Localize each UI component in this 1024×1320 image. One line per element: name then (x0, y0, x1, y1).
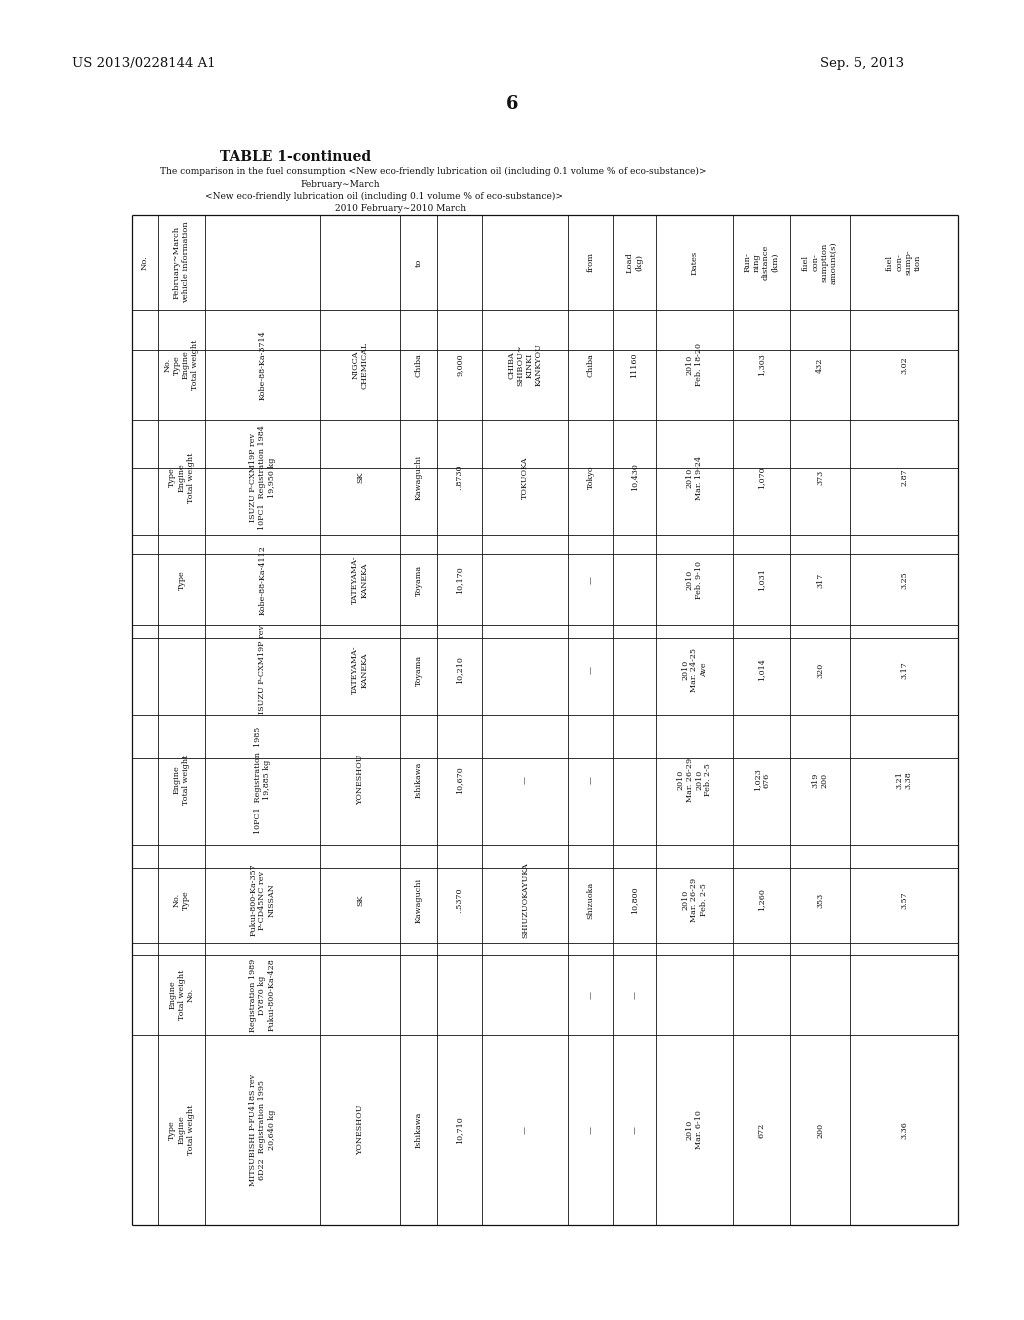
Text: 2010
Feb. 9-10: 2010 Feb. 9-10 (686, 561, 703, 599)
Text: Kobe-88-Ka-3714: Kobe-88-Ka-3714 (258, 330, 266, 400)
Text: 10PC1  Registration  1985
19,885 kg: 10PC1 Registration 1985 19,885 kg (254, 726, 271, 834)
Text: Ishikawa: Ishikawa (415, 1111, 423, 1148)
Text: Load
(kg): Load (kg) (626, 252, 643, 273)
Text: 10,210: 10,210 (456, 656, 464, 684)
Text: 10,670: 10,670 (456, 766, 464, 793)
Text: Kawaguchi: Kawaguchi (415, 878, 423, 923)
Text: Chiba: Chiba (415, 352, 423, 378)
Text: No.
Type
Engine
Total weight: No. Type Engine Total weight (164, 339, 200, 391)
Text: 432: 432 (816, 358, 824, 372)
Text: Ishikawa: Ishikawa (415, 762, 423, 799)
Text: 10,800: 10,800 (631, 886, 639, 913)
Text: ‥5370: ‥5370 (456, 887, 464, 912)
Text: 2.87: 2.87 (900, 469, 908, 486)
Text: 11160: 11160 (631, 352, 639, 378)
Text: Sep. 5, 2013: Sep. 5, 2013 (820, 57, 904, 70)
Text: 10,430: 10,430 (631, 463, 639, 491)
Text: —: — (587, 776, 595, 784)
Text: ISUZU P-CXM19P rev: ISUZU P-CXM19P rev (258, 626, 266, 714)
Text: Engine
Total weight: Engine Total weight (173, 755, 190, 805)
Text: 319
200: 319 200 (811, 772, 828, 788)
Text: TATEYAMA-
KANEKA: TATEYAMA- KANEKA (351, 645, 369, 694)
Text: 2010
Mar. 26-29
Feb. 2-5: 2010 Mar. 26-29 Feb. 2-5 (681, 878, 708, 923)
Text: The comparison in the fuel consumption <New eco-friendly lubrication oil (includ: The comparison in the fuel consumption <… (160, 168, 707, 176)
Text: 2010
Feb. 18-20: 2010 Feb. 18-20 (686, 343, 703, 387)
Text: SHIUZUOKAYUKA: SHIUZUOKAYUKA (521, 862, 529, 939)
Text: 10,170: 10,170 (456, 566, 464, 594)
Text: —: — (587, 1126, 595, 1134)
Text: 1,031: 1,031 (758, 569, 766, 591)
Text: Engine
Total weight
No.: Engine Total weight No. (168, 970, 195, 1020)
Text: fuel
con-
sumption
amount(s): fuel con- sumption amount(s) (802, 242, 838, 284)
Text: 1,014: 1,014 (758, 659, 766, 681)
Text: 1,303: 1,303 (758, 354, 766, 376)
Text: Tokyo: Tokyo (587, 466, 595, 490)
Text: 9,000: 9,000 (456, 354, 464, 376)
Text: 3.25: 3.25 (900, 572, 908, 589)
Text: 2010 February∼2010 March: 2010 February∼2010 March (335, 205, 466, 213)
Text: US 2013/0228144 A1: US 2013/0228144 A1 (72, 57, 216, 70)
Text: 3.36: 3.36 (900, 1121, 908, 1139)
Text: —: — (521, 1126, 529, 1134)
Text: SK: SK (356, 894, 364, 906)
Text: 353: 353 (816, 892, 824, 908)
Text: Run-
ning
distance
(km): Run- ning distance (km) (743, 244, 779, 280)
Text: Dates: Dates (690, 251, 698, 275)
Text: SK: SK (356, 471, 364, 483)
Text: 2010
Mar. 6-10: 2010 Mar. 6-10 (686, 1110, 703, 1150)
Text: Registration 1989
DY870 kg
Fukui-800-Ka-428: Registration 1989 DY870 kg Fukui-800-Ka-… (249, 958, 275, 1032)
Text: 6: 6 (506, 95, 518, 114)
Text: TABLE 1-continued: TABLE 1-continued (220, 150, 371, 164)
Text: Chiba: Chiba (587, 352, 595, 378)
Text: 3.17: 3.17 (900, 661, 908, 678)
Text: 1,070: 1,070 (758, 466, 766, 488)
Text: 1,023
676: 1,023 676 (753, 768, 770, 792)
Text: 1,260: 1,260 (758, 888, 766, 911)
Text: No.
Type: No. Type (173, 890, 190, 909)
Text: —: — (521, 776, 529, 784)
Text: 373: 373 (816, 470, 824, 486)
Text: 10,710: 10,710 (456, 1117, 464, 1144)
Text: YONESHOU: YONESHOU (356, 1105, 364, 1155)
Text: February~March
vehicle information: February~March vehicle information (173, 222, 190, 304)
Text: MITSUBISHI P-FU418S rev
6D22  Registration 1995
20,640 kg: MITSUBISHI P-FU418S rev 6D22 Registratio… (249, 1074, 275, 1187)
Text: CHIBA
SHIBOU~
KINKI
KANKYOU: CHIBA SHIBOU~ KINKI KANKYOU (507, 343, 543, 387)
Text: 3.57: 3.57 (900, 891, 908, 908)
Text: <New eco-friendly lubrication oil (including 0.1 volume % of eco-substance)>: <New eco-friendly lubrication oil (inclu… (205, 191, 563, 201)
Text: 672: 672 (758, 1122, 766, 1138)
Text: —: — (587, 667, 595, 675)
Text: —: — (631, 991, 639, 999)
Text: Toyama: Toyama (415, 565, 423, 595)
Text: 3.21
3.38: 3.21 3.38 (895, 771, 912, 789)
Text: 2010
Mar. 24-25
Ave: 2010 Mar. 24-25 Ave (681, 648, 708, 692)
Text: —: — (631, 1126, 639, 1134)
Text: NIGCA
CHEMICAL: NIGCA CHEMICAL (351, 342, 369, 388)
Text: 320: 320 (816, 663, 824, 677)
Text: Toyama: Toyama (415, 655, 423, 685)
Text: Type: Type (177, 570, 185, 590)
Text: Shizuoka: Shizuoka (587, 882, 595, 919)
Text: 3.02: 3.02 (900, 356, 908, 374)
Text: ISUZU P-CXM19P rev
10PC1  Registration 1984
19,950 kg: ISUZU P-CXM19P rev 10PC1 Registration 19… (249, 425, 275, 529)
Text: Kobe-88-Ka-4112: Kobe-88-Ka-4112 (258, 545, 266, 615)
Text: No.: No. (141, 255, 150, 269)
Text: Type
Engine
Total weight: Type Engine Total weight (168, 1105, 195, 1155)
Text: —: — (587, 991, 595, 999)
Text: Kawaguchi: Kawaguchi (415, 455, 423, 500)
Text: 2010
Mar. 26-29
2010
Feb. 2-5: 2010 Mar. 26-29 2010 Feb. 2-5 (677, 758, 713, 803)
Text: February∼March: February∼March (300, 180, 380, 189)
Text: TOKUOKA: TOKUOKA (521, 457, 529, 499)
Text: —: — (587, 576, 595, 583)
Text: fuel
con-
sump-
tion: fuel con- sump- tion (886, 249, 922, 276)
Text: ‥8730: ‥8730 (456, 465, 464, 490)
Text: Type
Engine
Total weight: Type Engine Total weight (168, 453, 195, 503)
Text: YONESHOU: YONESHOU (356, 755, 364, 805)
Text: Fukui-800-Ka-357
P-CD45NC rev
NISSAN: Fukui-800-Ka-357 P-CD45NC rev NISSAN (249, 863, 275, 936)
Text: from: from (587, 252, 595, 272)
Text: 200: 200 (816, 1122, 824, 1138)
Text: TATEYAMA-
KANEKA: TATEYAMA- KANEKA (351, 556, 369, 605)
Text: to: to (415, 259, 423, 267)
Text: 2010
Mar. 19-24: 2010 Mar. 19-24 (686, 455, 703, 499)
Text: 317: 317 (816, 573, 824, 587)
